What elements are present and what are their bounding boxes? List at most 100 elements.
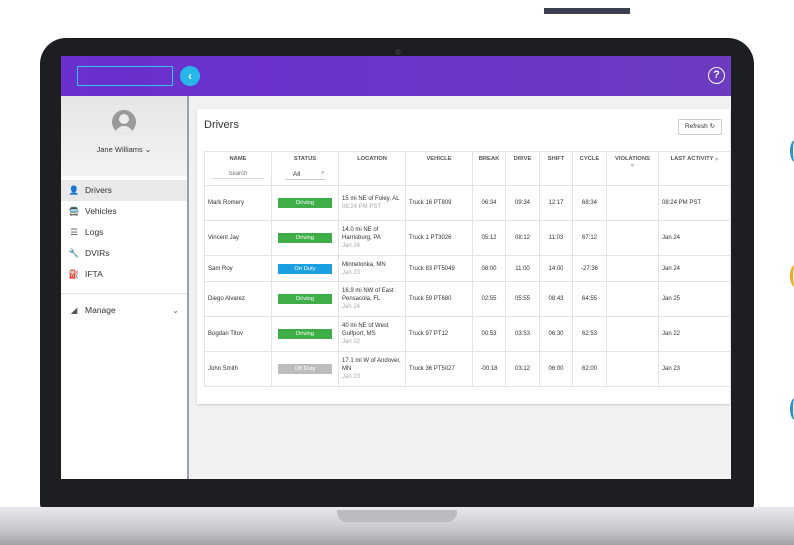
laptop-notch [337,510,457,522]
location-timestamp: 08:24 PM PST [342,204,382,210]
last-activity-cell: Jan 25 [658,281,731,317]
table-row[interactable]: Vincent Jay Driving 14.0 mi NE of Harrisbu… [204,220,731,256]
page-title: Drivers [204,119,239,131]
sidebar-item-drivers[interactable]: 👤 Drivers [61,180,187,201]
shift-cell: 06:00 [539,351,573,387]
decorative-crescent [790,140,794,162]
drive-cell: 05:55 [505,281,540,317]
sidebar-item-dvirs[interactable]: 🔧 DVIRs [61,243,187,264]
column-header-name[interactable]: NAME [204,151,272,186]
sidebar: Jane Williams ⌄ 👤 Drivers 🚍 Vehicles ☰ Lo… [61,96,189,479]
vehicle-cell[interactable]: Truck 36 PT5027 [405,351,473,387]
status-cell: On Duty [271,255,339,282]
column-header-vehicle[interactable]: VEHICLE [405,151,473,186]
last-activity-cell: Jan 23 [658,351,731,387]
last-activity-cell: 08:24 PM PST [658,185,731,221]
sort-icon[interactable]: ⩦ [715,156,719,162]
column-header-last-activity[interactable]: LAST ACTIVITY ⩦ [658,151,731,186]
list-icon: ☰ [70,227,78,237]
status-cell: Driving [271,316,339,352]
drivers-table: NAME STATUS All ▾ LOCATION [204,151,731,387]
status-badge: Off Duty [278,364,332,374]
drive-cell: 09:34 [505,185,540,221]
logo-placeholder[interactable] [77,66,173,86]
sidebar-item-logs[interactable]: ☰ Logs [61,222,187,243]
chevron-down-icon: ⌄ [172,306,179,315]
sidebar-item-manage[interactable]: ◢ Manage ⌄ [61,300,187,321]
status-badge: Driving [278,233,332,243]
app-bar: ‹ ? [61,56,731,96]
table-row[interactable]: Sam Roy On Duty Minnetonka, MN Jan 23 Truck … [204,255,731,282]
break-cell: 06:34 [472,185,506,221]
column-header-shift[interactable]: SHIFT [539,151,573,186]
status-filter-value: All [293,171,301,178]
webcam [395,49,401,55]
violations-cell [606,220,659,256]
user-menu[interactable]: Jane Williams ⌄ [61,145,187,154]
column-header-break[interactable]: BREAK [472,151,506,186]
break-cell: 05:12 [472,220,506,256]
last-activity-cell: Jan 24 [658,255,731,282]
location-timestamp: Jan 24 [342,243,361,249]
location-text: 40 mi NE of West Gulfport, MS [342,323,389,337]
column-header-drive[interactable]: DRIVE [505,151,540,186]
driver-name[interactable]: Bogdan Titov [204,316,272,352]
user-name: Jane Williams [96,145,143,154]
location-cell: 17.1 mi W of Andover, MN Jan 23 [338,351,406,387]
location-cell: Minnetonka, MN Jan 23 [338,255,406,282]
cycle-cell: 62:00 [572,351,607,387]
sidebar-item-ifta[interactable]: ⛽ IFTA [61,264,187,285]
vehicle-cell[interactable]: Truck 1 PT3026 [405,220,473,256]
sidebar-item-label: Drivers [85,185,112,195]
manage-icon: ◢ [70,305,78,315]
sort-icon[interactable]: ⩦ [630,162,635,168]
sidebar-item-vehicles[interactable]: 🚍 Vehicles [61,201,187,222]
column-header-violations[interactable]: VIOLATIONS ⩦ [606,151,659,186]
location-cell: 15 mi NE of Foley, AL 08:24 PM PST [338,185,406,221]
column-header-location[interactable]: LOCATION [338,151,406,186]
cycle-cell: 62:53 [572,316,607,352]
refresh-icon: ↻ [709,123,716,130]
refresh-button[interactable]: Refresh ↻ [678,119,722,135]
help-circle-icon[interactable]: ? [708,67,725,84]
name-search-input[interactable] [211,170,265,179]
table-row[interactable]: Diego Alvarez Driving 16.9 mi NW of East P… [204,281,731,317]
status-filter-select[interactable]: All ▾ [285,170,325,180]
driver-name[interactable]: Sam Roy [204,255,272,282]
driver-name[interactable]: Mark Romery [204,185,272,221]
drive-cell: 11:00 [505,255,540,282]
decorative-crescent [790,398,794,420]
sidebar-item-label: Vehicles [85,206,117,216]
chevron-left-icon[interactable]: ‹ [180,66,200,86]
status-badge: Driving [278,329,332,339]
location-text: 15 mi NE of Foley, AL [342,196,400,202]
table-row[interactable]: Bogdan Titov Driving 40 mi NE of West Gulf… [204,316,731,352]
location-timestamp: Jan 24 [342,304,361,310]
vehicle-cell[interactable]: Truck 97 PT12 [405,316,473,352]
column-label: LAST ACTIVITY [670,156,714,162]
vehicle-cell[interactable]: Truck 16 PT809 [405,185,473,221]
column-header-cycle[interactable]: CYCLE [572,151,607,186]
last-activity-cell: Jan 22 [658,316,731,352]
status-cell: Driving [271,281,339,317]
status-cell: Driving [271,185,339,221]
shift-cell: 14:00 [539,255,573,282]
column-label: STATUS [293,156,317,162]
vehicle-cell[interactable]: Truck 59 PT680 [405,281,473,317]
status-badge: Driving [278,198,332,208]
avatar[interactable] [112,110,136,134]
sidebar-nav: 👤 Drivers 🚍 Vehicles ☰ Logs 🔧 DVIRs ⛽ [61,180,187,321]
break-cell: 02:55 [472,281,506,317]
table-row[interactable]: Mark Romery Driving 15 mi NE of Foley, AL 0… [204,185,731,221]
column-header-status[interactable]: STATUS All ▾ [271,151,339,186]
break-cell: 00:53 [472,316,506,352]
driver-name[interactable]: John Smith [204,351,272,387]
table-row[interactable]: John Smith Off Duty 17.1 mi W of Andover, … [204,351,731,387]
vehicle-cell[interactable]: Truck 83 PT5049 [405,255,473,282]
driver-name[interactable]: Vincent Jay [204,220,272,256]
driver-name[interactable]: Diego Alvarez [204,281,272,317]
table-header-row: NAME STATUS All ▾ LOCATION [204,151,731,186]
location-cell: 16.9 mi NW of East Pensacola, FL Jan 24 [338,281,406,317]
location-cell: 14.0 mi NE of Harrisburg, PA Jan 24 [338,220,406,256]
